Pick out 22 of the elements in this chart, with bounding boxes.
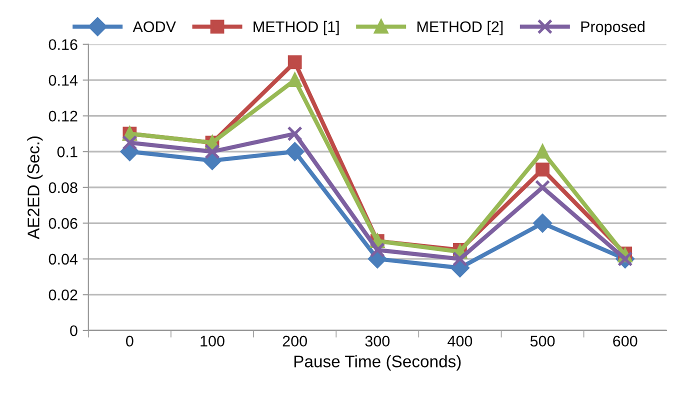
x-tick-label: 600: [613, 336, 638, 347]
x-axis-title: Pause Time (Seconds): [294, 355, 461, 371]
y-tick-label: 0.04: [48, 254, 78, 265]
y-tick-label: 0.14: [48, 74, 78, 86]
y-tick-label: 0.08: [48, 182, 78, 194]
legend-label: METHOD [1]: [254, 20, 339, 36]
y-tick-label: 0.16: [48, 39, 78, 50]
x-tick-label: 0: [126, 336, 134, 347]
y-tick-label: 0.12: [48, 110, 78, 122]
x-tick-label: 100: [200, 336, 224, 347]
y-tick-label: 0.06: [48, 218, 78, 229]
legend-label: AODV: [132, 21, 176, 32]
legend-label: Proposed: [581, 20, 644, 36]
y-axis-title: AE2ED (Sec.): [27, 136, 43, 240]
x-tick-label: 200: [282, 336, 307, 347]
x-tick-label: 400: [448, 336, 472, 347]
x-tick-label: 500: [530, 336, 555, 347]
legend-label: METHOD [2]: [417, 20, 503, 36]
y-tick-label: 0.1: [57, 146, 78, 158]
y-tick-label: 0: [70, 325, 78, 336]
y-tick-label: 0.02: [48, 290, 78, 300]
x-tick-label: 300: [365, 336, 390, 347]
